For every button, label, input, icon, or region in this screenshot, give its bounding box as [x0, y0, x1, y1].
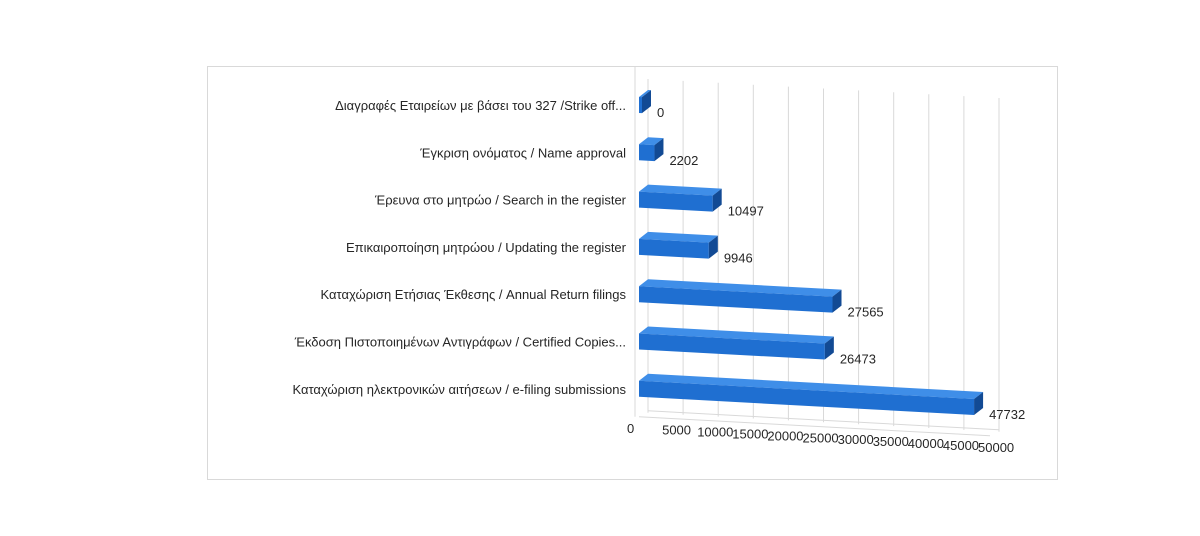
bar-end-face	[832, 289, 842, 313]
data-label: 27565	[848, 305, 884, 320]
bar-chart: Διαγραφές Εταιρείων με βάσει του 327 /St…	[292, 67, 1025, 455]
data-label: 9946	[724, 251, 753, 266]
bar-top-face	[639, 137, 664, 146]
x-tick-label: 15000	[732, 427, 768, 442]
chart-frame: Διαγραφές Εταιρείων με βάσει του 327 /St…	[207, 66, 1058, 480]
bar-top-face	[639, 373, 984, 399]
x-tick-label: 30000	[838, 432, 874, 447]
category-label: Καταχώριση Ετήσιας Έκθεσης / Annual Retu…	[321, 287, 627, 302]
grid-layer	[634, 67, 1000, 437]
bar-top-face	[639, 231, 718, 243]
bar-end-face	[642, 90, 651, 114]
x-tick-label: 50000	[978, 440, 1014, 455]
bar	[639, 326, 834, 360]
category-label: Επικαιροποίηση μητρώου / Updating the re…	[346, 240, 627, 255]
data-label: 47732	[989, 407, 1025, 422]
bar-top-face	[639, 326, 834, 344]
category-label: Έρευνα στο μητρώο / Search in the regist…	[374, 193, 627, 208]
bar-front-face	[639, 380, 975, 415]
x-tick-label: 10000	[697, 425, 733, 440]
bar-end-face	[708, 235, 718, 259]
floor-edge	[638, 416, 991, 437]
labels-layer: Διαγραφές Εταιρείων με βάσει του 327 /St…	[292, 98, 1025, 422]
x-tick-label: 25000	[803, 430, 839, 445]
bar	[639, 231, 718, 259]
bar-end-face	[712, 188, 722, 212]
data-label: 26473	[840, 352, 876, 367]
bar-front-face	[639, 286, 833, 313]
x-axis-ticks: 0 5000 10000150002000025000300003500040000…	[627, 421, 1014, 455]
x-tick-label: 20000	[767, 428, 803, 443]
data-label: 2202	[669, 153, 698, 168]
bar-front-face	[639, 144, 655, 162]
x-tick-label: 45000	[943, 438, 979, 453]
bar-top-face	[639, 90, 651, 98]
x-tick-label: 5000	[662, 423, 691, 438]
category-label: Έκδοση Πιστοποιημένων Αντιγράφων / Certi…	[294, 335, 626, 350]
bar-front-face	[639, 191, 713, 212]
bar	[639, 137, 664, 162]
category-label: Καταχώριση ηλεκτρονικών αιτήσεων / e-fil…	[292, 382, 626, 397]
category-label: Έγκριση ονόματος / Name approval	[419, 145, 626, 160]
x-tick-label: 35000	[873, 434, 909, 449]
bar	[639, 279, 842, 313]
bar-top-face	[639, 279, 842, 297]
bars-layer	[639, 90, 984, 415]
bar	[639, 90, 651, 114]
bar-end-face	[654, 138, 664, 162]
floor-edge-back	[647, 410, 1000, 431]
bar-end-face	[824, 336, 834, 360]
bar	[639, 184, 722, 212]
data-label: 0	[657, 105, 664, 120]
bar-front-face	[639, 333, 825, 360]
bar	[639, 373, 984, 415]
category-label: Διαγραφές Εταιρείων με βάσει του 327 /St…	[335, 98, 626, 113]
x-tick-label: 40000	[908, 436, 944, 451]
bar-front-face	[639, 97, 642, 114]
bar-end-face	[974, 391, 984, 415]
x-tick-label: 0	[627, 421, 634, 436]
bar-top-face	[639, 184, 722, 196]
data-label: 10497	[728, 204, 764, 219]
bar-front-face	[639, 238, 709, 259]
